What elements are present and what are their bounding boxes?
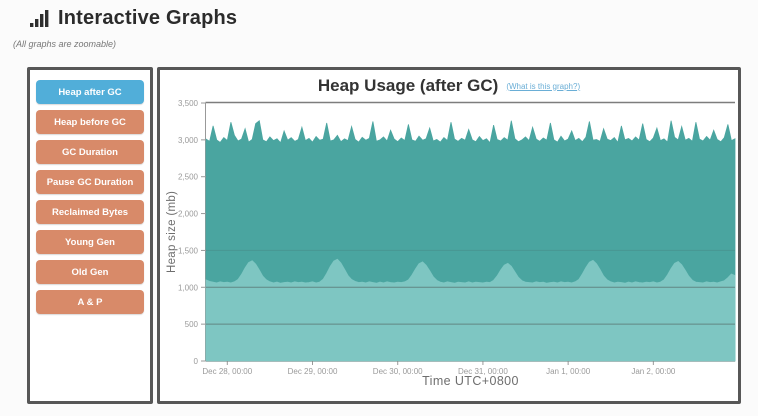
graph-selector-sidebar: Heap after GC Heap before GC GC Duration Pa… xyxy=(27,67,153,404)
x-tick-label: Jan 2, 00:00 xyxy=(631,367,676,376)
y-tick-label: 0 xyxy=(194,357,199,366)
x-axis-label: Time UTC+0800 xyxy=(422,374,519,388)
chart-panel: Heap Usage (after GC) (What is this grap… xyxy=(157,67,741,404)
x-tick-label: Dec 31, 00:00 xyxy=(458,367,508,376)
sidebar-button-young-gen[interactable]: Young Gen xyxy=(36,230,144,254)
x-tick-label: Dec 30, 00:00 xyxy=(373,367,423,376)
y-tick-label: 500 xyxy=(185,320,199,329)
sidebar-button-heap-after-gc[interactable]: Heap after GC xyxy=(36,80,144,104)
sidebar-button-reclaimed-bytes[interactable]: Reclaimed Bytes xyxy=(36,200,144,224)
sidebar-button-old-gen[interactable]: Old Gen xyxy=(36,260,144,284)
chart-title-row: Heap Usage (after GC) (What is this grap… xyxy=(160,76,738,96)
y-tick-label: 3,500 xyxy=(178,99,199,108)
sidebar-button-heap-before-gc[interactable]: Heap before GC xyxy=(36,110,144,134)
what-is-this-graph-link[interactable]: (What is this graph?) xyxy=(506,81,581,91)
chart-title: Heap Usage (after GC) xyxy=(317,76,499,95)
x-tick-label: Jan 1, 00:00 xyxy=(546,367,591,376)
y-tick-label: 1,000 xyxy=(178,283,199,292)
bar-chart-icon xyxy=(30,10,49,27)
y-tick-label: 2,000 xyxy=(178,210,199,219)
app-header: Interactive Graphs xyxy=(30,7,237,30)
heap-usage-area-chart[interactable]: 0 500 1,000 1,500 2,000 2,500 3,000 3,500 Dec 28… xyxy=(160,70,738,401)
page-title: Interactive Graphs xyxy=(58,7,238,29)
sidebar-button-pause-gc-duration[interactable]: Pause GC Duration xyxy=(36,170,144,194)
x-tick-label: Dec 28, 00:00 xyxy=(202,367,252,376)
page-subtitle: (All graphs are zoomable) xyxy=(13,39,117,49)
y-tick-label: 1,500 xyxy=(178,246,199,255)
y-tick-label: 3,000 xyxy=(178,136,199,145)
sidebar-button-a-p[interactable]: A & P xyxy=(36,290,144,314)
series-heap-after-gc-lower xyxy=(205,258,736,362)
y-tick-label: 2,500 xyxy=(178,173,199,182)
sidebar-button-gc-duration[interactable]: GC Duration xyxy=(36,140,144,164)
chart-inner: Heap Usage (after GC) (What is this grap… xyxy=(160,70,738,401)
x-tick-label: Dec 29, 00:00 xyxy=(288,367,338,376)
